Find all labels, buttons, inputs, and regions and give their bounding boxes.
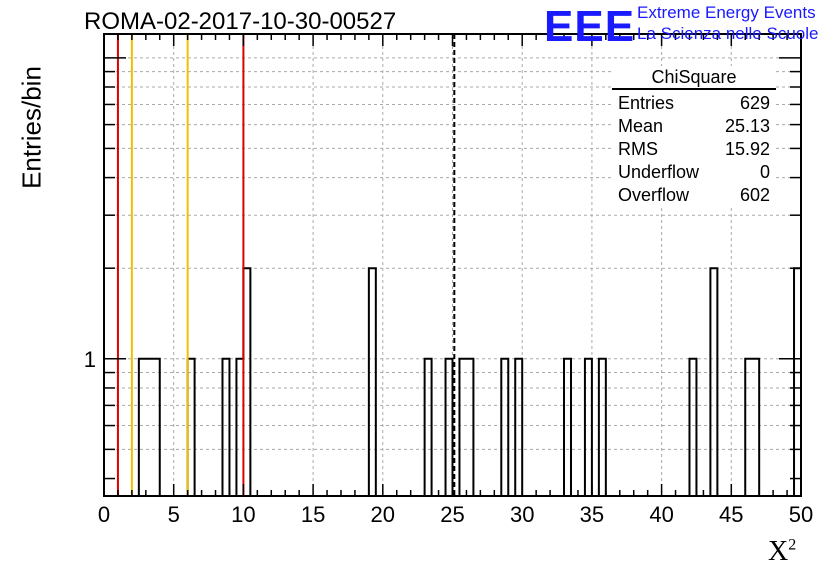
x-tick-label: 35 [580, 502, 604, 527]
stats-label: Entries [618, 93, 675, 113]
histogram-bar [710, 268, 717, 496]
stats-value: 15.92 [724, 139, 770, 159]
y-tick-label: 1 [84, 347, 96, 372]
x-tick-label: 50 [789, 502, 813, 527]
x-tick-label: 45 [719, 502, 743, 527]
stats-value: 25.13 [724, 116, 770, 136]
x-axis-label: X2 [768, 536, 796, 568]
histogram-bar [243, 268, 250, 496]
chart-title: ROMA-02-2017-10-30-00527 [84, 8, 397, 35]
x-tick-label: 10 [231, 502, 255, 527]
stats-label: RMS [618, 139, 658, 159]
stats-label: Mean [618, 116, 664, 136]
histogram-bar [599, 359, 606, 496]
x-axis-label-base: X [768, 536, 789, 567]
x-axis-label-superscript: 2 [788, 536, 797, 554]
histogram-bar [745, 359, 752, 496]
histogram-bar [188, 359, 195, 496]
histogram-bar [515, 359, 522, 496]
x-tick-label: 0 [98, 502, 110, 527]
histogram-bar [794, 268, 801, 496]
histogram-bar [425, 359, 432, 496]
histogram-bar [459, 359, 466, 496]
y-axis-label: Entries/bin [16, 66, 47, 189]
histogram-bar [153, 359, 160, 496]
stats-label: Overflow [618, 185, 690, 205]
histogram-bar [139, 359, 146, 496]
stats-value: 0 [759, 162, 770, 182]
x-tick-label: 15 [301, 502, 325, 527]
x-tick-label: 40 [649, 502, 673, 527]
stats-row-underflow: Underflow 0 [612, 161, 776, 184]
histogram-bar [236, 359, 243, 496]
stats-row-entries: Entries 629 [612, 92, 776, 115]
logo-line-2: La Scienza nelle Scuole [637, 24, 819, 43]
histogram-bar [369, 268, 376, 496]
histogram-bar [752, 359, 759, 496]
stats-value: 629 [739, 93, 770, 113]
histogram-bar [466, 359, 473, 496]
x-tick-label: 30 [510, 502, 534, 527]
histogram-bar [689, 359, 696, 496]
stats-row-rms: RMS 15.92 [612, 138, 776, 161]
stats-label: Underflow [618, 162, 700, 182]
logo-line-1: Extreme Energy Events [637, 3, 816, 22]
histogram-bar [446, 359, 453, 496]
histogram-outline [104, 267, 802, 497]
stats-value: 602 [739, 185, 770, 205]
x-tick-label: 5 [168, 502, 180, 527]
x-tick-label: 25 [440, 502, 464, 527]
stats-box: ChiSquare Entries 629 Mean 25.13 RMS 15.92 … [612, 66, 776, 207]
eee-logo: EEE [544, 2, 636, 51]
histogram-bar [501, 359, 508, 496]
stats-title: ChiSquare [612, 66, 776, 90]
histogram-bar [222, 359, 229, 496]
histogram-bar [585, 359, 592, 496]
histogram-bar [146, 359, 153, 496]
stats-row-mean: Mean 25.13 [612, 115, 776, 138]
histogram-bar [564, 359, 571, 496]
x-tick-label: 20 [371, 502, 395, 527]
stats-row-overflow: Overflow 602 [612, 184, 776, 207]
